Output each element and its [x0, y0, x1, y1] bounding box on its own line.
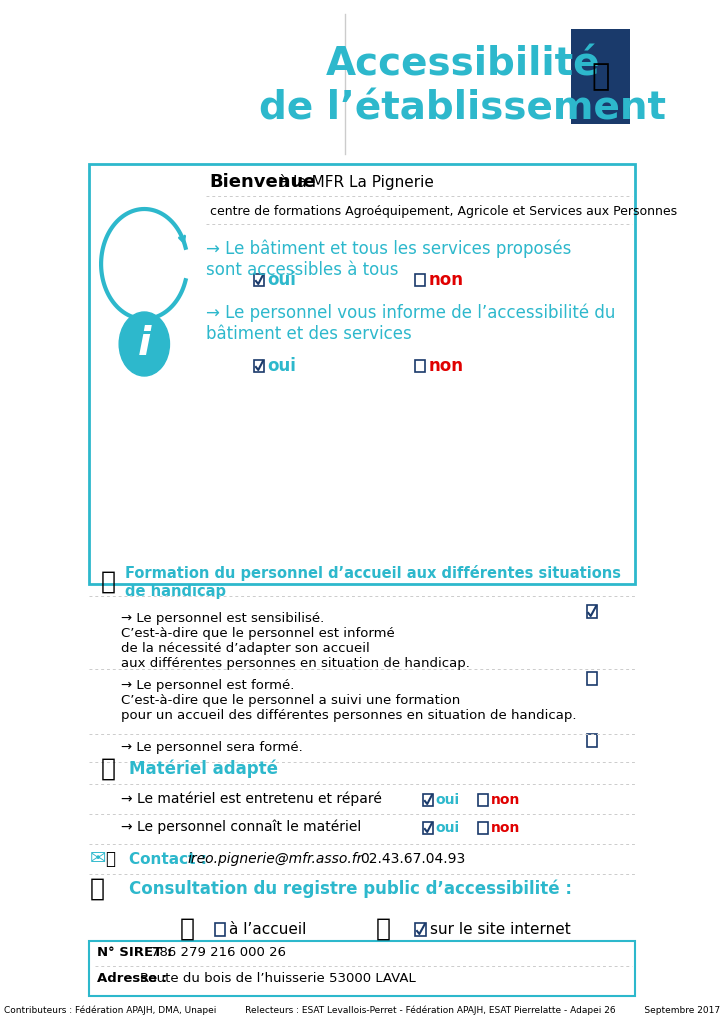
FancyBboxPatch shape	[586, 734, 597, 746]
FancyBboxPatch shape	[479, 794, 488, 806]
Text: → Le personnel connaît le matériel: → Le personnel connaît le matériel	[121, 820, 361, 835]
Text: sur le site internet: sur le site internet	[429, 923, 571, 938]
Text: Accessibilité: Accessibilité	[325, 45, 600, 83]
FancyBboxPatch shape	[571, 29, 630, 124]
Text: Contributeurs : Fédération APAJH, DMA, Unapei          Relecteurs : ESAT Levallo: Contributeurs : Fédération APAJH, DMA, U…	[4, 1006, 720, 1015]
Text: → Le personnel est sensibilisé.
C’est-à-dire que le personnel est informé
de la : → Le personnel est sensibilisé. C’est-à-…	[121, 612, 470, 670]
Text: Bienvenue: Bienvenue	[209, 173, 316, 191]
Text: oui: oui	[268, 271, 297, 289]
FancyBboxPatch shape	[586, 672, 597, 685]
Text: oui: oui	[436, 793, 460, 807]
Text: 📖: 📖	[591, 62, 609, 91]
Text: Matériel adapté: Matériel adapté	[129, 760, 277, 778]
Text: Adresse :: Adresse :	[97, 973, 167, 985]
Text: à l’accueil: à l’accueil	[230, 923, 306, 938]
Text: → Le personnel vous informe de l’accessibilité du
bâtiment et des services: → Le personnel vous informe de l’accessi…	[206, 304, 615, 343]
Text: non: non	[491, 793, 521, 807]
Text: → Le bâtiment et tous les services proposés
sont accessibles à tous: → Le bâtiment et tous les services propo…	[206, 240, 571, 280]
Text: 786 279 216 000 26: 786 279 216 000 26	[151, 945, 285, 958]
Text: non: non	[429, 357, 464, 375]
FancyBboxPatch shape	[586, 605, 597, 618]
FancyBboxPatch shape	[416, 923, 426, 936]
Text: 💻: 💻	[376, 918, 391, 941]
FancyBboxPatch shape	[424, 794, 433, 806]
Text: 📚: 📚	[101, 570, 116, 594]
FancyBboxPatch shape	[479, 822, 488, 834]
Text: de l’établissement: de l’établissement	[259, 90, 666, 128]
Text: oui: oui	[436, 821, 460, 835]
Text: N° SIRET :: N° SIRET :	[97, 945, 172, 958]
Text: 👧: 👧	[180, 918, 195, 941]
FancyBboxPatch shape	[215, 923, 225, 936]
FancyBboxPatch shape	[254, 360, 264, 372]
Text: → Le personnel sera formé.: → Le personnel sera formé.	[121, 741, 303, 754]
Text: Consultation du registre public d’accessibilité :: Consultation du registre public d’access…	[129, 880, 571, 898]
FancyBboxPatch shape	[254, 274, 264, 286]
FancyBboxPatch shape	[89, 164, 635, 584]
Text: non: non	[491, 821, 521, 835]
FancyBboxPatch shape	[416, 360, 425, 372]
Text: Contact :: Contact :	[129, 852, 206, 866]
Text: ireo.pignerie@mfr.asso.fr: ireo.pignerie@mfr.asso.fr	[188, 852, 363, 866]
FancyBboxPatch shape	[416, 274, 425, 286]
Text: ✉: ✉	[89, 850, 106, 868]
Text: oui: oui	[268, 357, 297, 375]
Text: → Le matériel est entretenu et réparé: → Le matériel est entretenu et réparé	[121, 792, 382, 806]
Text: Route du bois de l’huisserie 53000 LAVAL: Route du bois de l’huisserie 53000 LAVAL	[140, 973, 416, 985]
Text: 🔧: 🔧	[101, 757, 116, 781]
Circle shape	[119, 312, 169, 376]
FancyBboxPatch shape	[89, 941, 635, 996]
Text: 📱: 📱	[105, 850, 115, 868]
Text: Formation du personnel d’accueil aux différentes situations
de handicap: Formation du personnel d’accueil aux dif…	[125, 565, 620, 599]
Text: i: i	[138, 325, 151, 362]
Text: 🏠: 🏠	[89, 877, 104, 901]
Text: 02.43.67.04.93: 02.43.67.04.93	[361, 852, 466, 866]
FancyBboxPatch shape	[424, 822, 433, 834]
Text: centre de formations Agroéquipement, Agricole et Services aux Personnes: centre de formations Agroéquipement, Agr…	[209, 205, 677, 217]
Text: → Le personnel est formé.
C’est-à-dire que le personnel a suivi une formation
po: → Le personnel est formé. C’est-à-dire q…	[121, 679, 576, 722]
Text: non: non	[429, 271, 464, 289]
Text: à la MFR La Pignerie: à la MFR La Pignerie	[274, 174, 434, 190]
